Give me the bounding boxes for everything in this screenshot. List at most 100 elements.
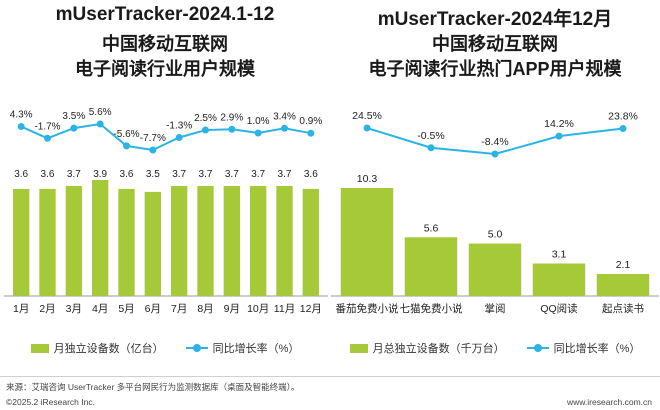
growth-rate-label: 2.9% [220,112,243,123]
legend-item-line: 同比增长率（%） [185,340,300,356]
bar-value-label: 3.7 [278,169,292,180]
bar [144,191,161,296]
right-chart-legend: 月总独立设备数（千万台） 同比增长率（%） [330,340,660,356]
left-chart-title-line-3: 电子阅读行业用户规模 [75,59,255,79]
bar-value-label: 3.7 [172,169,186,180]
x-tick-label: 3月 [66,303,82,315]
bar [596,273,650,296]
bar [340,188,394,296]
growth-rate-point [70,124,78,132]
x-tick-label: 10月 [247,303,269,315]
bar [13,188,30,296]
x-tick-label: 12月 [300,303,322,315]
growth-rate-label: -7.7% [140,133,166,144]
legend-line-label: 同比增长率（%） [212,343,300,355]
bar-value-label: 3.1 [552,248,567,260]
right-chart-plot: 10.3 番茄免费小说 5.6 七猫免费小说 5.0 掌阅 3.1 QQ阅读 2.1 起点读书 24… [331,110,659,315]
growth-rate-line [20,122,312,152]
x-tick-label: 起点读书 [602,302,644,315]
growth-rate-label: -0.5% [417,130,444,142]
bar [302,188,319,296]
x-tick-label: 7月 [171,303,187,315]
legend-line-swatch [185,343,208,353]
x-tick-label: 8月 [197,303,213,315]
source-note: 来源：艾瑞咨询 UserTracker 多平台网民行为监测数据库（桌面及智能终端… [6,382,300,392]
x-tick-label: 1月 [13,303,29,315]
growth-rate-point [427,144,435,152]
legend-item-bar: 月总独立设备数（千万台） [349,340,505,356]
growth-rate-point [491,150,499,158]
growth-rate-point [281,124,288,132]
x-tick-label: 掌阅 [485,302,506,315]
growth-rate-point [619,125,627,133]
bar-value-label: 3.7 [225,169,239,180]
bar [250,185,267,296]
bar [92,180,109,296]
growth-rate-point [123,142,130,150]
bar-value-label: 3.7 [251,169,265,180]
growth-rate-point [307,129,315,137]
x-tick-label: QQ阅读 [540,302,578,315]
bar [197,185,214,296]
legend-bar-swatch [349,343,368,353]
left-chart-panel: mUserTracker-2024.1-12 中国移动互联网 电子阅读行业用户规… [0,0,330,370]
growth-rate-label: 1.0% [247,116,270,127]
bar [276,185,293,296]
bar [223,185,240,296]
x-tick-label: 9月 [224,303,240,315]
bar [468,243,522,296]
copyright: ©2025.2 iResearch Inc. [6,397,95,407]
bar-value-label: 3.5 [146,169,160,180]
legend-bar-label: 月独立设备数（亿台） [53,343,164,355]
growth-rate-label: -5.6% [113,129,139,140]
growth-rate-label: 14.2% [544,118,574,130]
bar-value-label: 3.6 [41,169,55,180]
growth-rate-label: 2.5% [194,113,217,124]
bar-value-label: 5.0 [488,229,503,241]
right-chart-panel: mUserTracker-2024年12月 中国移动互联网 电子阅读行业热门AP… [330,0,660,370]
x-tick-label: 6月 [145,303,161,315]
x-tick-label: 4月 [92,303,108,315]
website: www.iresearch.com.cn [566,397,652,407]
growth-rate-label: -1.7% [34,121,60,132]
growth-rate-point [44,134,51,142]
legend-bar-swatch [30,343,49,353]
legend-item-line: 同比增长率（%） [526,340,641,356]
bar-value-label: 3.9 [93,169,107,180]
right-chart-title-line-1: mUserTracker-2024年12月 [377,9,613,30]
bar-value-label: 2.1 [616,259,631,271]
bar [171,185,188,296]
growth-rate-point [149,146,157,154]
bar-value-label: 3.6 [14,169,28,180]
left-chart-plot: 3.6 1月 3.6 2月 3.7 3月 3.9 4月 3.6 5月 3.5 6月 3.7 7月 3.7 8月… [4,107,328,315]
growth-rate-point [254,129,262,137]
growth-rate-point [555,132,563,140]
x-tick-label: 11月 [274,303,295,315]
growth-rate-point [228,125,236,133]
growth-rate-point [96,120,104,128]
left-chart-title-line-1: mUserTracker-2024.1-12 [55,4,275,25]
x-tick-label: 番茄免费小说 [336,302,399,315]
growth-rate-label: 24.5% [352,110,382,122]
legend-bar-label: 月总独立设备数（千万台） [372,343,505,355]
growth-rate-label: 23.8% [608,111,638,123]
left-chart-title-line-2: 中国移动互联网 [102,34,228,54]
legend-item-bar: 月独立设备数（亿台） [30,340,164,356]
growth-rate-point [363,124,371,132]
bar-value-label: 3.7 [199,169,213,180]
footer-divider [0,376,660,377]
bar-value-label: 5.6 [424,222,439,234]
growth-rate-label: 5.6% [89,107,112,118]
right-chart-title-line-2: 中国移动互联网 [432,34,558,54]
growth-rate-label: -1.3% [166,120,192,131]
bar-value-label: 3.6 [304,169,318,180]
legend-line-swatch [526,343,549,353]
growth-rate-label: 4.3% [10,110,33,121]
bar [39,188,56,296]
right-chart-title-line-3: 电子阅读行业热门APP用户规模 [368,59,622,79]
bar [404,237,458,296]
growth-rate-label: 3.5% [62,111,85,122]
growth-rate-point [175,133,183,141]
bar-value-label: 3.6 [120,169,134,180]
legend-line-label: 同比增长率（%） [553,343,641,355]
